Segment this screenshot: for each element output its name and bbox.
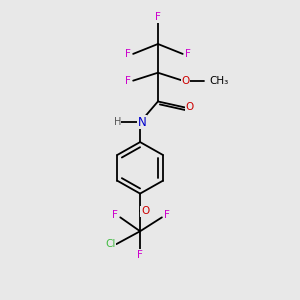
Text: F: F	[164, 210, 170, 220]
Text: F: F	[185, 49, 191, 59]
Text: Cl: Cl	[105, 239, 116, 249]
Text: O: O	[185, 102, 194, 112]
Text: O: O	[141, 206, 149, 216]
Text: F: F	[112, 210, 118, 220]
Text: CH₃: CH₃	[209, 76, 229, 85]
Text: F: F	[155, 12, 161, 22]
Text: N: N	[138, 116, 146, 129]
Text: F: F	[137, 250, 143, 260]
Text: F: F	[125, 49, 131, 59]
Text: H: H	[114, 117, 121, 127]
Text: F: F	[125, 76, 131, 85]
Text: O: O	[182, 76, 190, 85]
